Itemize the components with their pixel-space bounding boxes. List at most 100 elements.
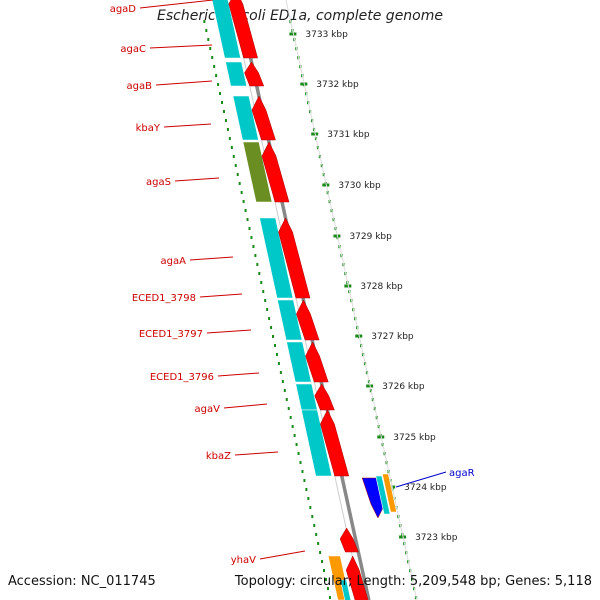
inner-dot: [301, 470, 304, 473]
inner-dot: [299, 461, 302, 464]
cds-arrow: [305, 341, 329, 383]
inner-dot: [213, 65, 216, 68]
ruler-label: 3731 kbp: [327, 130, 370, 140]
inner-dot: [238, 182, 241, 185]
gene-label: agaA: [161, 256, 187, 267]
inner-dot: [313, 524, 316, 527]
inner-dot: [240, 191, 243, 194]
ruler-label: 3725 kbp: [393, 433, 436, 443]
inner-dot: [321, 560, 324, 563]
agaR-orange: [381, 473, 397, 513]
inner-dot: [232, 155, 235, 158]
gene-leader-line: [217, 372, 260, 377]
inner-dot: [291, 425, 294, 428]
inner-dot: [224, 119, 227, 122]
gene-label: agaV: [195, 404, 221, 415]
gene-label: yhaV: [231, 555, 256, 566]
ruler-label: 3727 kbp: [371, 332, 414, 342]
gene-block: [232, 95, 259, 141]
cds-arrow: [228, 0, 258, 59]
inner-dot: [323, 569, 326, 572]
inner-dot: [275, 353, 278, 356]
inner-dot: [319, 551, 322, 554]
inner-dot: [272, 335, 275, 338]
gene-label: agaD: [110, 4, 137, 15]
inner-dot: [207, 38, 210, 41]
inner-dot: [258, 272, 261, 275]
gene-label: ECED1_3798: [132, 293, 196, 304]
agaR-gene: [375, 475, 391, 515]
inner-dot: [295, 443, 298, 446]
cds-arrow: [345, 555, 369, 600]
gene-label: ECED1_3797: [139, 329, 203, 340]
gene-label: agaB: [127, 81, 153, 92]
ruler-label: 3729 kbp: [349, 232, 392, 242]
ruler-label: 3730 kbp: [338, 181, 381, 191]
inner-dot: [260, 281, 263, 284]
gene-leader-line: [206, 329, 252, 334]
gene-leader-line: [163, 123, 212, 128]
inner-dot: [317, 542, 320, 545]
inner-dot: [209, 47, 212, 50]
gene-label: agaR: [449, 468, 475, 479]
inner-dot: [256, 263, 259, 266]
features: [211, 0, 397, 600]
inner-dot: [205, 29, 208, 32]
inner-dot: [236, 173, 239, 176]
inner-dot: [270, 326, 273, 329]
gene-leader-line: [189, 256, 234, 261]
ruler-label: 3728 kbp: [360, 282, 403, 292]
inner-dot: [230, 146, 233, 149]
inner-dot: [285, 398, 288, 401]
gene-leader-line: [223, 403, 268, 409]
inner-dot: [289, 416, 292, 419]
inner-dot: [222, 110, 225, 113]
gene-labels: agaD agaC agaB kbaY agaS agaA ECED1_3798 ECED1_…: [110, 0, 475, 566]
inner-dot: [252, 245, 255, 248]
inner-dot: [250, 236, 253, 239]
genome-summary: Topology: circular; Length: 5,209,548 bp…: [234, 574, 592, 589]
cds-arrow: [314, 383, 335, 411]
inner-dot: [262, 290, 265, 293]
inner-dot: [254, 254, 257, 257]
backbone-rail: [230, 0, 363, 600]
cds-arrow: [278, 217, 311, 299]
gene-leader-line: [174, 177, 220, 182]
inner-dot: [226, 128, 229, 131]
gene-leader-line: [155, 80, 213, 86]
ruler-label: 3723 kbp: [415, 533, 458, 543]
ruler-label: 3733 kbp: [305, 30, 348, 40]
gene-label: kbaZ: [206, 451, 231, 462]
gene-block: [211, 0, 242, 59]
inner-dot: [309, 506, 312, 509]
outer-rail: [285, 0, 418, 600]
inner-dot: [219, 92, 222, 95]
ruler-labels: 3733 kbp 3732 kbp 3731 kbp 3730 kbp 3729 kbp…: [305, 30, 457, 543]
inner-dot: [315, 533, 318, 536]
inner-dot: [268, 317, 271, 320]
inner-dot: [303, 479, 306, 482]
gene-label: kbaY: [136, 123, 161, 134]
ruler-label: 3724 kbp: [404, 483, 447, 493]
cds-arrow: [320, 409, 350, 477]
inner-dot: [234, 164, 237, 167]
gene-block: [277, 299, 303, 341]
inner-dot: [221, 101, 224, 104]
inner-dot: [325, 578, 328, 581]
inner-dot: [266, 308, 269, 311]
inner-dot: [228, 137, 231, 140]
gene-leader-line: [199, 293, 243, 298]
gene-block: [301, 409, 333, 477]
gene-block: [295, 383, 318, 411]
gene-label: ECED1_3796: [150, 372, 214, 383]
inner-dot: [287, 407, 290, 410]
inner-dot: [217, 83, 220, 86]
inner-dot: [248, 227, 251, 230]
accession-label: Accession: NC_011745: [8, 574, 156, 589]
gene-leader-line: [259, 550, 306, 560]
gene-label: agaC: [120, 44, 146, 55]
cds-arrow: [244, 61, 265, 87]
inner-dot: [215, 74, 218, 77]
inner-dot: [283, 389, 286, 392]
inner-dot: [326, 587, 329, 590]
